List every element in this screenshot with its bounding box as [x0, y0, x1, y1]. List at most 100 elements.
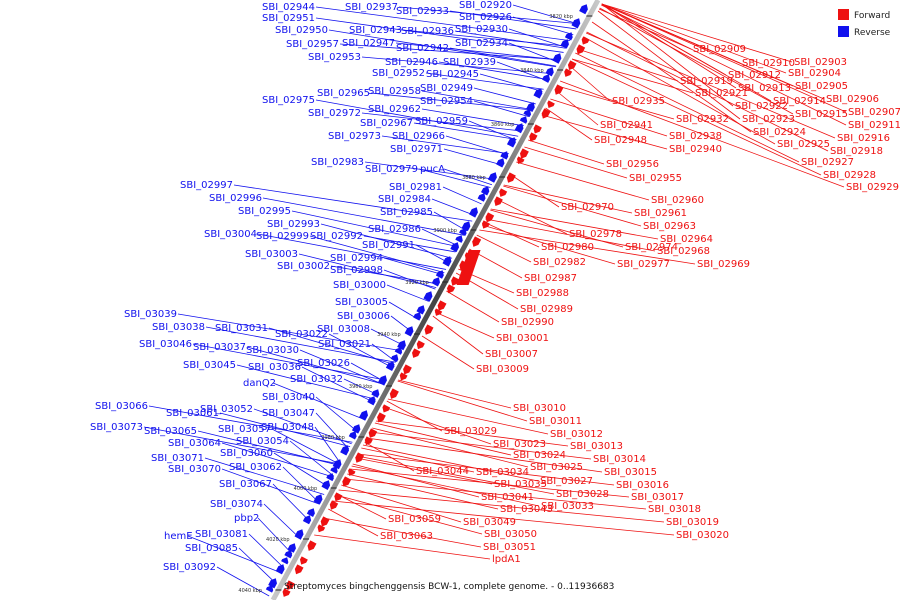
reverse-gene-label: SBI_02999 — [256, 231, 309, 242]
forward-gene-arrow — [368, 428, 378, 438]
forward-gene-label: SBI_02974 — [625, 242, 678, 253]
reverse-gene-leader — [443, 148, 503, 166]
reverse-gene-arrow — [281, 557, 289, 565]
reverse-gene-leader — [343, 378, 379, 396]
reverse-gene-leader — [443, 168, 493, 186]
reverse-gene-leader — [272, 483, 310, 522]
reverse-gene-leader — [301, 366, 375, 403]
reverse-gene-arrow — [450, 242, 459, 253]
forward-gene-label: SBI_02925 — [777, 139, 830, 150]
forward-gene-arrow — [434, 308, 443, 316]
reverse-gene-leader — [386, 284, 429, 302]
reverse-gene-leader — [363, 235, 456, 253]
tick-label: 3860 kbp — [491, 122, 515, 128]
forward-gene-leader — [323, 517, 482, 548]
forward-gene-arrow — [294, 564, 304, 575]
tick-label: 3840 kbp — [520, 68, 544, 74]
tick-label: 4040 kbp — [238, 588, 262, 594]
reverse-gene-arrow — [423, 291, 433, 302]
reverse-gene-label: SBI_02949 — [420, 83, 473, 94]
forward-gene-label: SBI_02938 — [669, 131, 722, 142]
forward-gene-leader — [372, 427, 529, 468]
forward-gene-label: SBI_02987 — [524, 273, 577, 284]
reverse-gene-label: SBI_03026 — [297, 358, 350, 369]
forward-gene-label: SBI_02956 — [606, 159, 659, 170]
forward-gene-arrow — [499, 188, 508, 197]
reverse-gene-label: SBI_02985 — [380, 207, 433, 218]
forward-gene-leader — [550, 98, 668, 137]
reverse-gene-label: SBI_03004 — [204, 229, 257, 240]
reverse-gene-leader — [257, 517, 293, 555]
forward-gene-leader — [397, 380, 528, 422]
forward-gene-arrow — [334, 492, 343, 502]
reverse-gene-label: SBI_03067 — [219, 479, 272, 490]
reverse-gene-label: SBI_03071 — [151, 453, 204, 464]
forward-gene-label: SBI_02968 — [657, 246, 710, 257]
reverse-gene-leader — [197, 430, 340, 466]
reverse-gene-label: SBI_03037 — [193, 342, 246, 353]
reverse-gene-leader — [449, 47, 557, 67]
gene-features — [265, 4, 590, 597]
reverse-gene-arrow — [371, 389, 380, 398]
reverse-gene-label: SBI_03066 — [95, 401, 148, 412]
reverse-gene-arrow — [435, 270, 444, 279]
reverse-gene-leader — [330, 265, 439, 285]
reverse-swatch — [838, 26, 849, 37]
forward-gene-label: SBI_03051 — [483, 542, 536, 553]
forward-gene-arrow — [516, 156, 525, 165]
forward-gene-leader — [586, 31, 829, 152]
reverse-gene-leader — [221, 442, 334, 478]
forward-gene-leader — [355, 457, 493, 485]
forward-gene-label: SBI_02913 — [738, 83, 791, 94]
forward-gene-label: SBI_02932 — [676, 114, 729, 125]
reverse-gene-label: SBI_02996 — [209, 193, 262, 204]
tick-label: 3880 kbp — [462, 175, 486, 181]
forward-gene-label: SBI_02923 — [742, 114, 795, 125]
forward-gene-leader — [386, 400, 443, 432]
forward-gene-label: SBI_03010 — [513, 403, 566, 414]
forward-gene-leader — [366, 437, 603, 473]
reverse-gene-label: SBI_02943 — [349, 25, 402, 36]
forward-gene-label: SBI_02964 — [660, 234, 713, 245]
reverse-gene-label: SBI_02984 — [378, 194, 431, 205]
forward-gene-arrow — [567, 60, 577, 71]
legend-forward: Forward — [854, 11, 890, 21]
forward-gene-label: SBI_02911 — [848, 120, 900, 131]
genome-caption: Streptomyces bingchenggensis BCW-1, comp… — [284, 582, 614, 592]
forward-gene-leader — [601, 3, 772, 102]
tick-label: 3820 kbp — [549, 14, 573, 20]
forward-gene-label: SBI_02935 — [612, 96, 665, 107]
reverse-gene-label: SBI_02954 — [420, 96, 473, 107]
reverse-gene-label: SBI_02966 — [392, 131, 445, 142]
forward-gene-arrow — [364, 436, 373, 446]
forward-gene-arrow — [403, 364, 412, 375]
reverse-gene-label: SBI_02950 — [275, 25, 328, 36]
reverse-gene-leader — [418, 168, 491, 188]
reverse-gene-leader — [383, 269, 436, 290]
reverse-gene-label: SBI_03021 — [318, 339, 371, 350]
tick-label: 3980 kbp — [321, 435, 345, 441]
reverse-gene-label: SBI_02965 — [317, 88, 370, 99]
forward-gene-leader — [349, 468, 630, 498]
reverse-gene-label: SBI_03040 — [262, 392, 315, 403]
reverse-gene-label: SBI_03057 — [218, 424, 271, 435]
forward-gene-leader — [336, 493, 387, 520]
forward-gene-label: SBI_03012 — [550, 429, 603, 440]
reverse-gene-label: SBI_02947 — [342, 38, 395, 49]
reverse-gene-leader — [508, 28, 567, 48]
forward-gene-label: SBI_03023 — [493, 439, 546, 450]
reverse-gene-arrow — [519, 116, 528, 124]
reverse-gene-label: SBI_03031 — [215, 323, 268, 334]
forward-gene-leader — [557, 85, 675, 120]
forward-gene-leader — [490, 208, 659, 240]
forward-gene-label: SBI_03049 — [463, 517, 516, 528]
reverse-gene-label: SBI_02986 — [368, 224, 421, 235]
reverse-gene-leader — [272, 382, 365, 420]
forward-gene-arrow — [437, 300, 447, 311]
reverse-gene-arrow — [394, 347, 403, 355]
reverse-gene-label: SBI_02920 — [459, 0, 512, 11]
forward-gene-leader — [599, 7, 794, 115]
forward-gene-arrow — [348, 468, 356, 476]
forward-gene-label: SBI_03020 — [676, 530, 729, 541]
